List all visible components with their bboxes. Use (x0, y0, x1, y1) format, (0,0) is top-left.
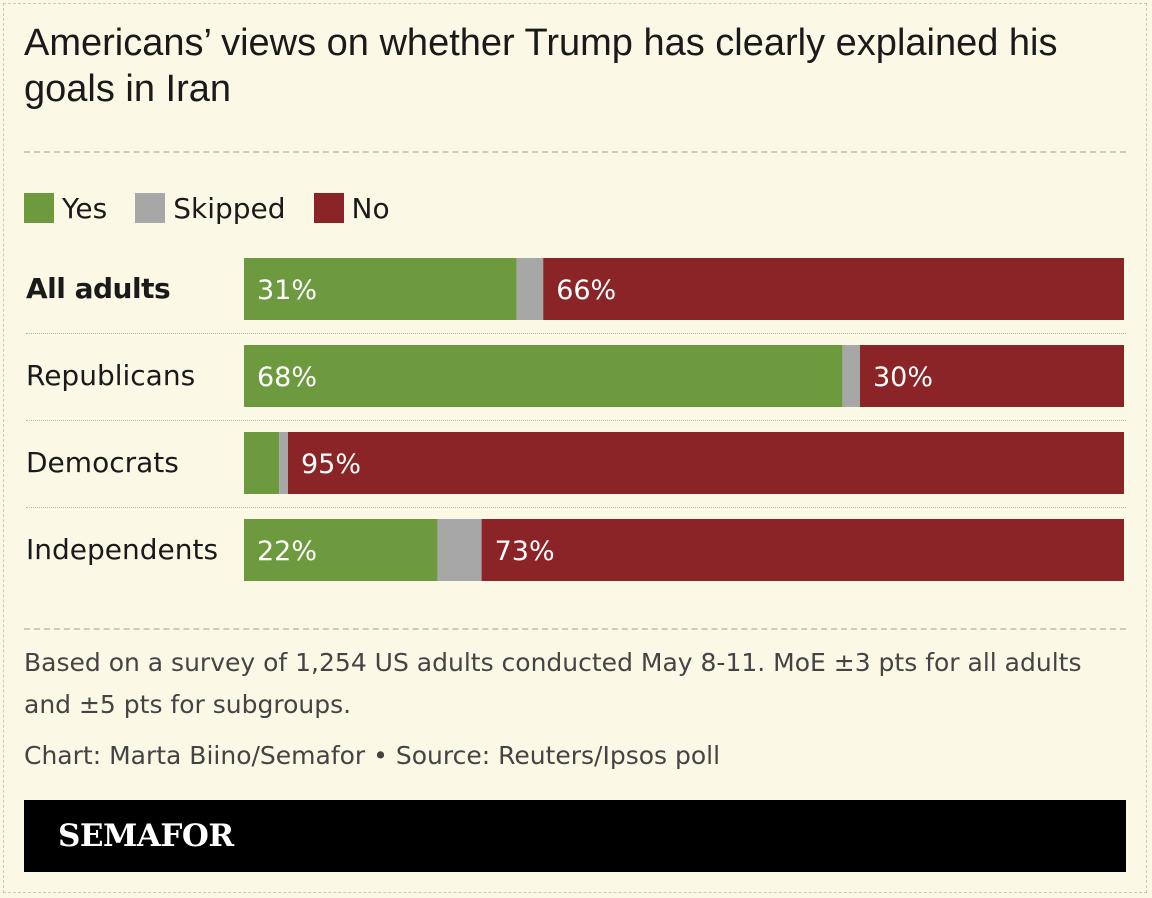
bar-label-all-adults-no: 66% (556, 275, 616, 306)
bar-independents-yes (244, 519, 438, 581)
legend-swatch-skipped (135, 193, 166, 223)
row-separator (26, 420, 1126, 421)
bar-democrats-no (288, 432, 1124, 494)
semafor-logo: SEMAFOR (58, 818, 234, 854)
row-separator (26, 507, 1126, 508)
bar-democrats-yes (244, 432, 280, 494)
legend-label-yes: Yes (62, 191, 108, 225)
bar-label-republicans-yes: 68% (257, 362, 317, 393)
row-label-independents: Independents (26, 533, 219, 566)
legend-label-no: No (351, 191, 390, 225)
legend-item-skipped: Skipped (135, 191, 286, 225)
chart-frame (3, 3, 1147, 893)
bar-democrats-skipped (279, 432, 288, 494)
legend-swatch-yes (24, 193, 54, 223)
legend-swatch-no (313, 193, 344, 223)
bar-all-adults-skipped (516, 258, 544, 320)
bar-republicans-skipped (842, 345, 860, 407)
bar-label-republicans-no: 30% (873, 362, 933, 393)
row-label-democrats: Democrats (26, 446, 179, 479)
row-label-republicans: Republicans (26, 359, 196, 392)
survey-note: Based on a survey of 1,254 US adults con… (24, 648, 1082, 719)
legend: Yes Skipped No (24, 188, 418, 228)
bar-label-independents-no: 73% (495, 536, 555, 567)
top-divider (24, 151, 1126, 153)
footer-bar: SEMAFOR (24, 800, 1126, 872)
bar-label-democrats-no: 95% (301, 449, 361, 480)
bar-label-all-adults-yes: 31% (257, 275, 317, 306)
legend-item-no: No (313, 191, 390, 225)
legend-label-skipped: Skipped (173, 191, 286, 225)
bar-label-independents-yes: 22% (257, 536, 317, 567)
bottom-divider (24, 628, 1126, 630)
bar-all-adults-yes (244, 258, 517, 320)
bar-republicans-no (860, 345, 1124, 407)
chart-title: Americans’ views on whether Trump has cl… (24, 22, 1058, 110)
bar-all-adults-no (543, 258, 1124, 320)
bar-independents-skipped (437, 519, 482, 581)
bar-independents-no (481, 519, 1125, 581)
chart-credit: Chart: Marta Biino/Semafor • Source: Reu… (24, 741, 721, 770)
bar-republicans-yes (244, 345, 843, 407)
row-label-all-adults: All adults (26, 272, 171, 305)
row-separator (26, 333, 1126, 334)
legend-item-yes: Yes (24, 192, 107, 225)
